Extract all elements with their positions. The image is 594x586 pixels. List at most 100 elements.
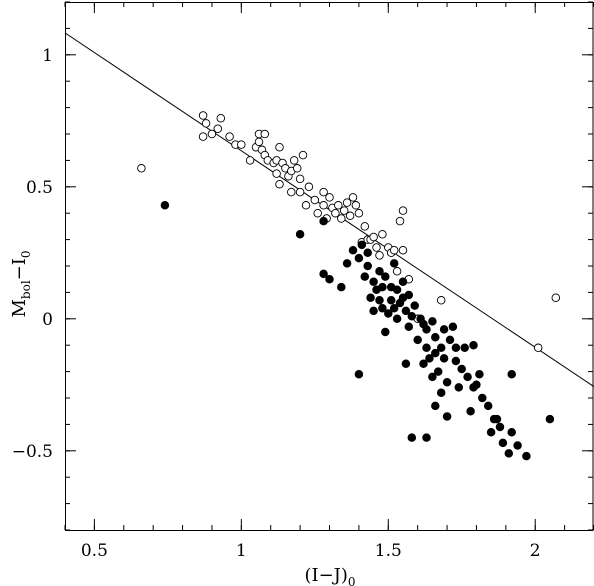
filled-data-point (419, 359, 428, 368)
open-data-point (237, 140, 246, 149)
open-data-point (301, 201, 311, 210)
filled-data-point (375, 267, 384, 276)
open-data-point (319, 201, 328, 210)
filled-data-point (431, 333, 440, 342)
filled-data-point (384, 309, 393, 318)
filled-data-point (354, 369, 364, 379)
filled-data-point (498, 438, 508, 448)
filled-data-point (386, 296, 396, 305)
open-data-point (287, 187, 296, 197)
filled-data-point (463, 372, 472, 382)
open-data-point (551, 293, 561, 302)
filled-data-point (439, 325, 449, 334)
filled-data-point (404, 290, 414, 300)
filled-data-point (381, 272, 390, 281)
open-data-point (298, 150, 308, 160)
filled-data-point (451, 343, 461, 353)
filled-data-point (392, 285, 402, 295)
filled-data-point (433, 367, 443, 376)
filled-data-point (369, 306, 378, 316)
x-tick-labels: 0.5 1 1.5 2 (81, 541, 541, 561)
open-data-point (354, 208, 364, 218)
x-axis-label: (I−J)0 (304, 565, 355, 586)
filled-data-point (410, 301, 419, 310)
open-data-point (319, 187, 328, 197)
open-data-point (254, 137, 264, 147)
filled-data-point (342, 259, 352, 268)
x-tick-label: 0.5 (81, 541, 108, 561)
filled-data-point (475, 369, 484, 379)
open-data-point (292, 164, 302, 173)
filled-data-point (428, 372, 437, 382)
open-data-point (225, 132, 234, 141)
filled-data-point (389, 303, 399, 313)
filled-data-point (507, 369, 516, 379)
open-data-point (304, 182, 314, 192)
filled-data-point (431, 401, 440, 411)
y-axis-label: Mbol−I0 (9, 250, 33, 317)
filled-data-point (442, 412, 452, 421)
open-data-point (216, 113, 226, 123)
open-data-point (137, 164, 146, 173)
filled-data-point (436, 343, 446, 353)
open-data-point (295, 187, 305, 197)
filled-data-point (319, 269, 328, 279)
filled-data-point (401, 359, 411, 368)
major-ticks (65, 2, 593, 530)
y-tick-label: 1 (42, 46, 53, 66)
filled-data-point (354, 253, 364, 263)
filled-data-point (425, 354, 434, 363)
filled-data-point (469, 340, 478, 350)
filled-data-point (407, 433, 417, 442)
filled-data-point (413, 335, 422, 345)
open-data-point (310, 195, 320, 205)
y-tick-labels: −0.5 0 0.5 1 (12, 46, 53, 462)
filled-data-point (504, 449, 514, 458)
filled-data-point (363, 248, 372, 258)
filled-data-point (478, 393, 487, 403)
y-tick-label: −0.5 (12, 442, 53, 462)
filled-data-point (348, 245, 358, 255)
open-data-point (348, 193, 358, 202)
open-data-point (201, 119, 211, 128)
filled-data-point (378, 282, 387, 292)
open-data-point (342, 198, 352, 207)
filled-data-point (404, 322, 414, 331)
filled-data-point (363, 261, 372, 271)
open-data-point (345, 211, 355, 221)
filled-data-point (431, 348, 440, 358)
filled-data-point (360, 272, 370, 281)
open-data-point (398, 206, 408, 215)
open-data-point (198, 132, 208, 141)
filled-data-point (439, 354, 449, 363)
open-data-point (369, 232, 378, 242)
open-data-point (360, 222, 370, 231)
open-data-point (331, 208, 340, 218)
x-tick-label: 1 (236, 541, 247, 561)
open-data-point (198, 111, 208, 120)
open-data-point (395, 216, 405, 226)
open-data-point (392, 267, 402, 276)
filled-data-point (442, 377, 452, 387)
open-data-point (260, 129, 270, 139)
axes-frame (65, 2, 594, 531)
filled-data-point (457, 364, 466, 374)
filled-data-point (483, 401, 493, 411)
y-tick-label: 0 (42, 310, 53, 330)
open-data-point (372, 243, 381, 252)
filled-data-point (492, 414, 502, 424)
open-data-point (351, 201, 361, 210)
open-data-point (207, 129, 217, 139)
filled-data-point (369, 277, 378, 287)
open-data-point (295, 174, 305, 184)
filled-data-point (295, 230, 305, 239)
minor-ticks (64, 1, 594, 531)
filled-data-point (507, 428, 516, 437)
y-tick-label: 0.5 (26, 178, 53, 198)
filled-data-point (454, 383, 464, 392)
filled-data-point (445, 335, 455, 345)
open-data-point (533, 343, 543, 353)
filled-data-point (375, 296, 384, 305)
x-tick-label: 1.5 (375, 541, 402, 561)
filled-data-point (436, 388, 446, 397)
